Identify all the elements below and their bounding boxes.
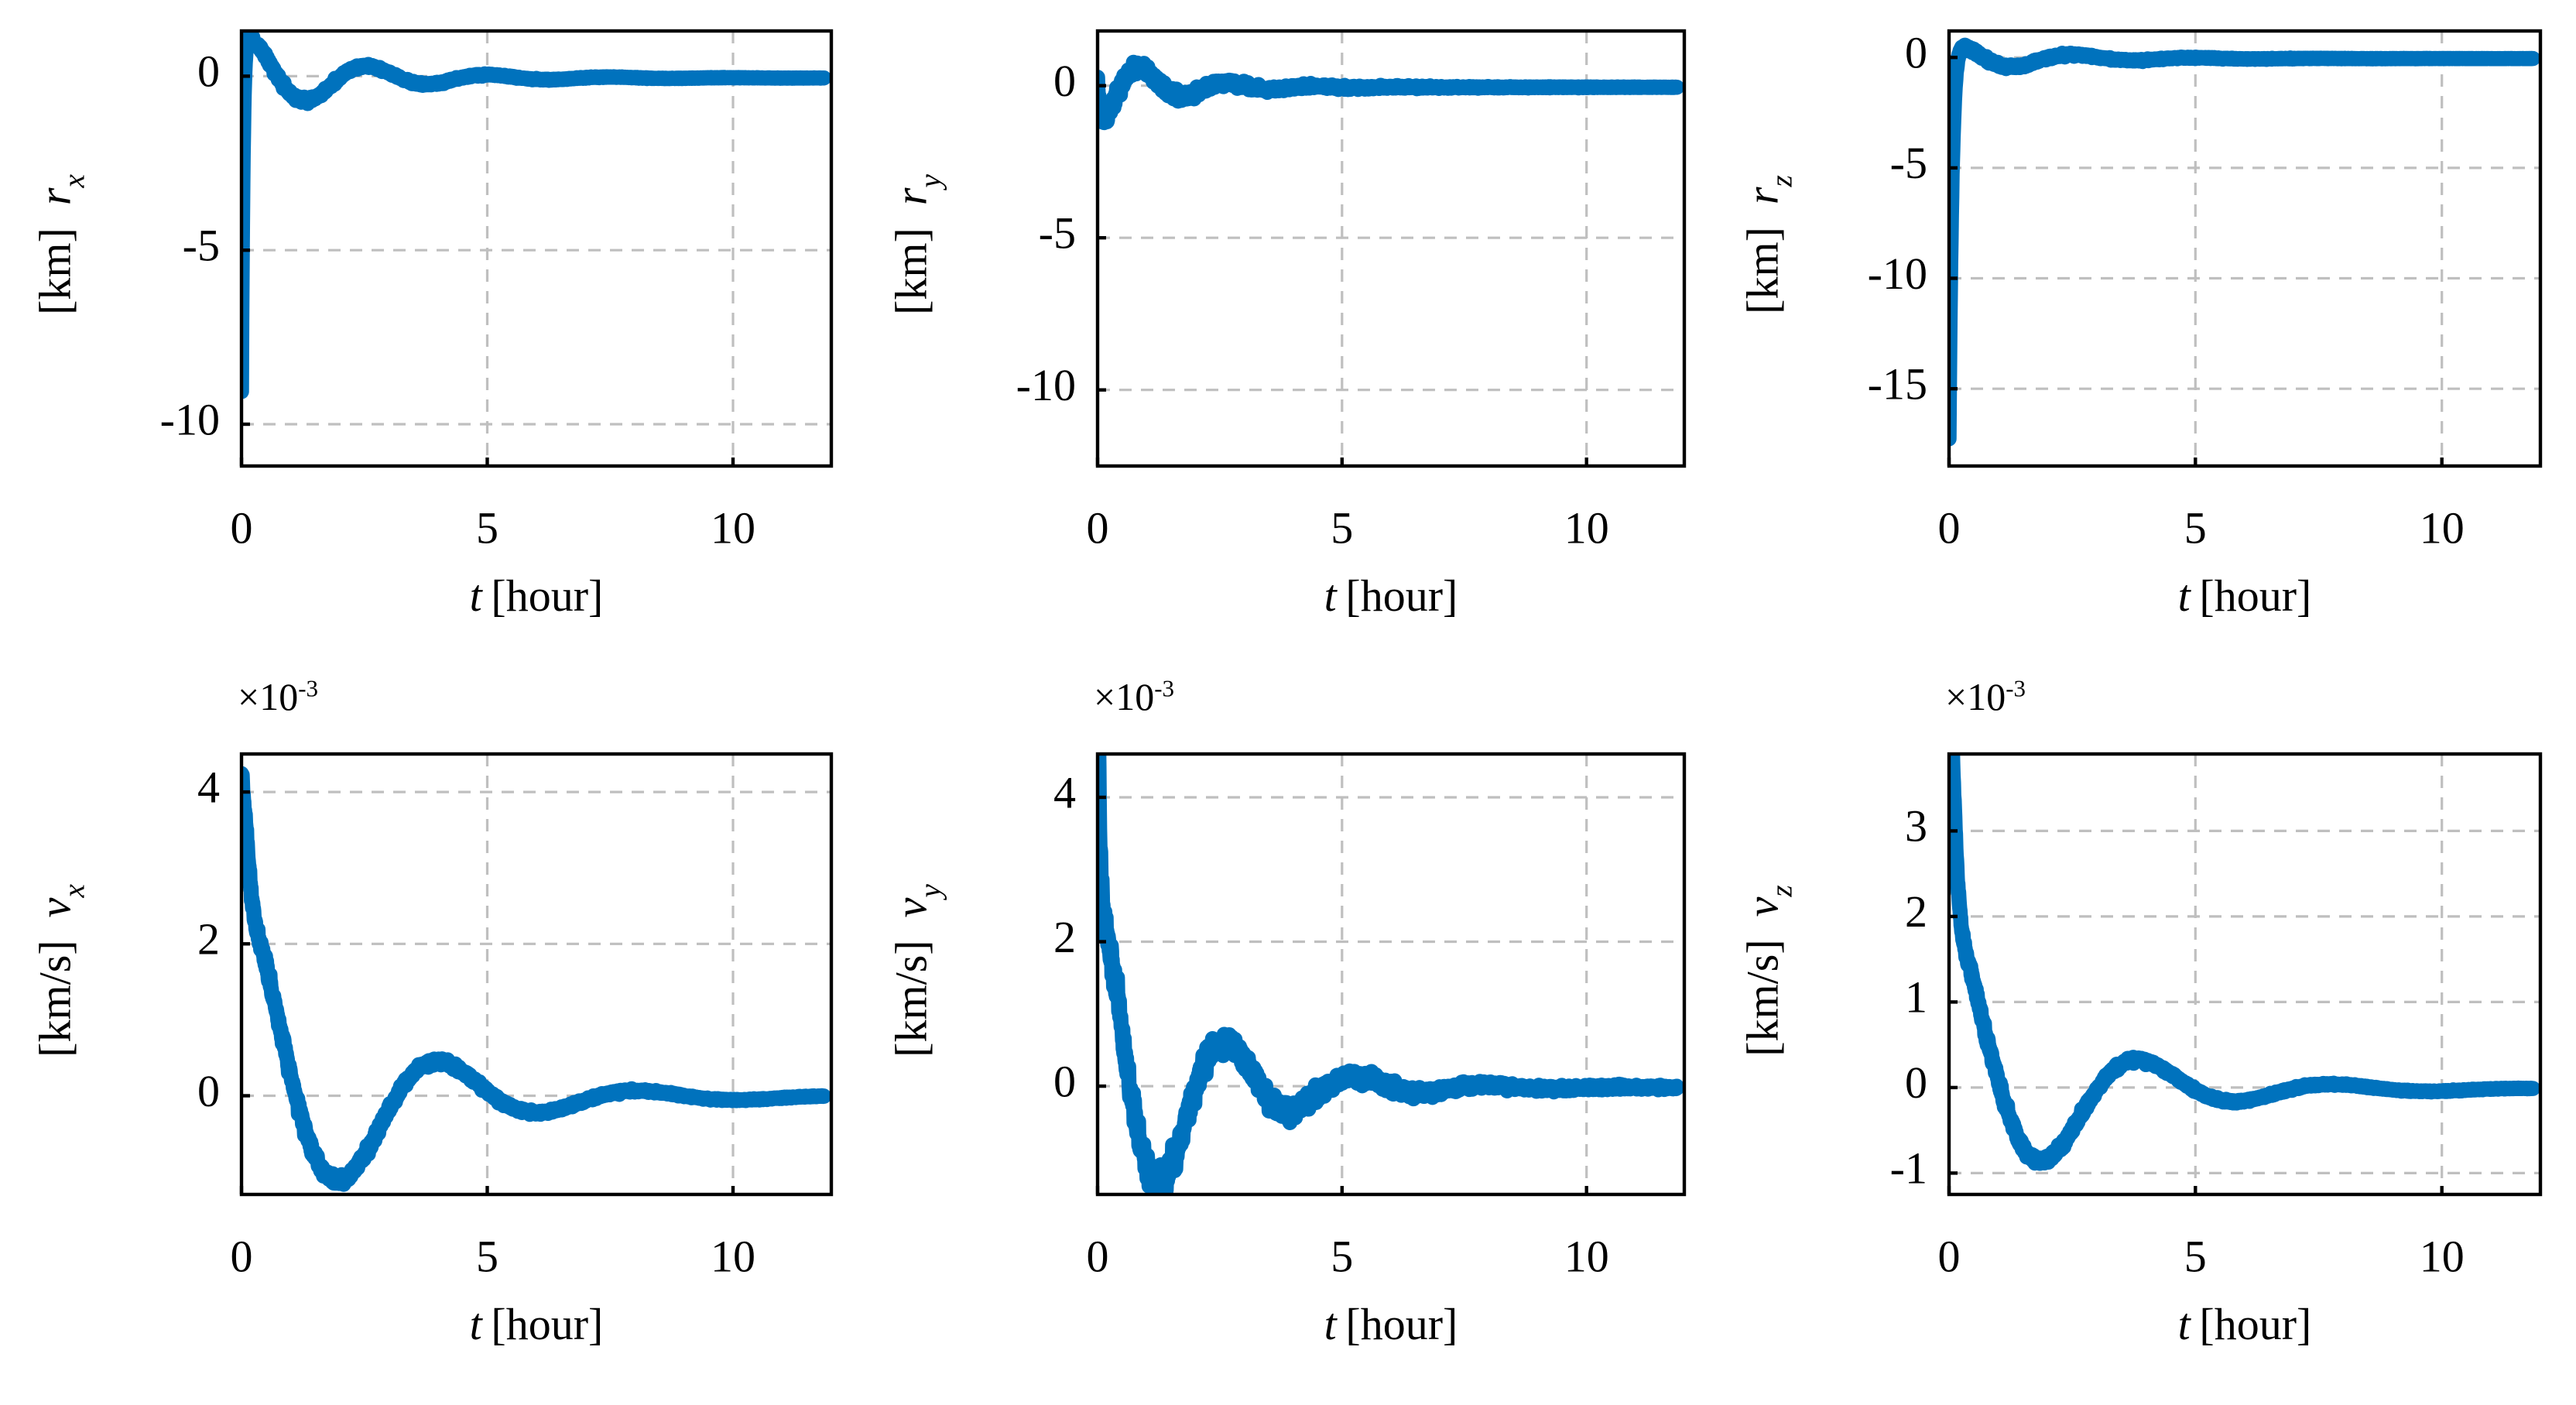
svg-text:-10: -10 <box>160 394 220 444</box>
svg-text:-5: -5 <box>1890 138 1927 188</box>
svg-text:0: 0 <box>1087 1232 1109 1282</box>
svg-text:0: 0 <box>1938 503 1961 553</box>
svg-text:0: 0 <box>231 1232 253 1282</box>
svg-text:4: 4 <box>1053 767 1076 817</box>
svg-text:4: 4 <box>197 762 220 812</box>
svg-text:0: 0 <box>1087 503 1109 553</box>
svg-text:5: 5 <box>1331 503 1353 553</box>
svg-text:5: 5 <box>2184 1232 2207 1282</box>
svg-text:10: 10 <box>2420 1232 2465 1282</box>
svg-text:-10: -10 <box>1868 248 1927 299</box>
svg-text:-5: -5 <box>183 221 220 271</box>
svg-text:2: 2 <box>1905 886 1927 937</box>
svg-text:5: 5 <box>1331 1232 1353 1282</box>
svg-text:0: 0 <box>1905 28 1927 78</box>
svg-text:0: 0 <box>1053 56 1076 106</box>
svg-text:10: 10 <box>711 1232 755 1282</box>
svg-text:10: 10 <box>1564 503 1609 553</box>
svg-text:2: 2 <box>1053 912 1076 962</box>
svg-text:-5: -5 <box>1039 208 1076 259</box>
svg-text:5: 5 <box>2184 503 2207 553</box>
svg-text:0: 0 <box>231 503 253 553</box>
svg-text:-15: -15 <box>1868 359 1927 410</box>
svg-text:5: 5 <box>476 503 498 553</box>
svg-text:3: 3 <box>1905 801 1927 852</box>
svg-text:10: 10 <box>1564 1232 1609 1282</box>
svg-text:0: 0 <box>1938 1232 1961 1282</box>
svg-text:-10: -10 <box>1016 360 1076 410</box>
svg-text:2: 2 <box>197 914 220 965</box>
svg-text:-1: -1 <box>1890 1143 1927 1194</box>
svg-text:0: 0 <box>1905 1057 1927 1108</box>
svg-text:1: 1 <box>1905 972 1927 1023</box>
svg-text:0: 0 <box>197 46 220 97</box>
svg-text:0: 0 <box>1053 1056 1076 1106</box>
svg-text:0: 0 <box>197 1066 220 1116</box>
svg-text:10: 10 <box>2420 503 2465 553</box>
svg-text:5: 5 <box>476 1232 498 1282</box>
svg-text:10: 10 <box>711 503 755 553</box>
